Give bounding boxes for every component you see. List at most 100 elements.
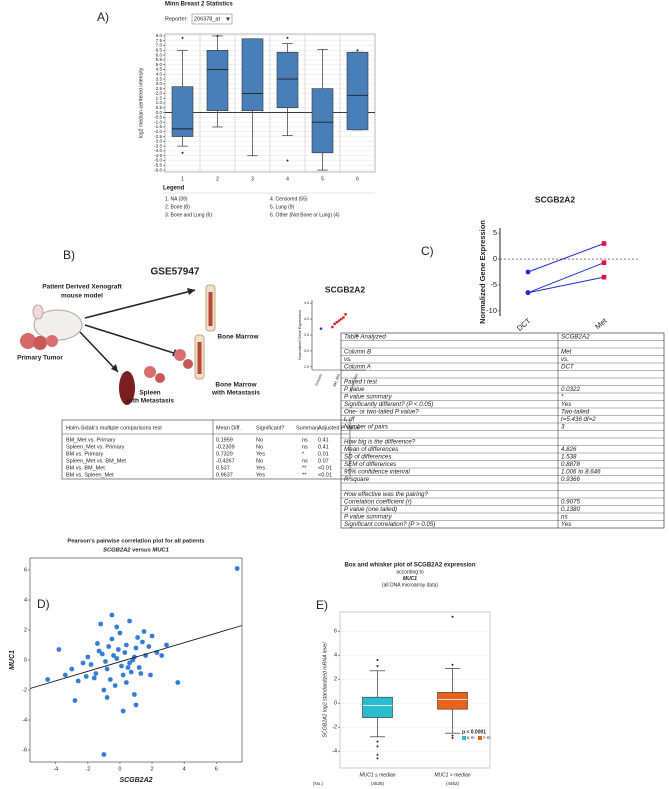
y-tick-label: 4.0 <box>156 71 163 76</box>
point <box>96 648 102 654</box>
point <box>115 647 121 652</box>
table-cell: 0.1380 <box>561 506 580 513</box>
y-tick-label: 5.0 <box>156 62 163 67</box>
point <box>136 665 142 670</box>
pair-line <box>527 243 605 273</box>
diagram-title: GSE57947 <box>151 267 200 278</box>
y-tick-label: 0.0 <box>156 110 163 115</box>
chart-subtitle: MUC1 <box>403 576 417 582</box>
x-tick-label: BM_Met <box>332 373 340 387</box>
point <box>103 659 108 664</box>
y-tick-label: 4 <box>24 597 27 603</box>
point <box>107 677 113 682</box>
y-axis-title: log2 median-centered intensity <box>138 67 144 138</box>
table-cell: vs. <box>561 356 569 363</box>
point <box>148 672 153 678</box>
point <box>128 669 134 675</box>
point <box>333 322 336 326</box>
mouse <box>33 309 83 341</box>
x-tick-label: 6 <box>215 766 218 772</box>
table-cell: -0.4267 <box>216 458 235 464</box>
y-tick-label: -1.0 <box>154 119 162 124</box>
chart-subtitle: SCGB2A2 versus MUC1 <box>103 548 169 554</box>
dropdown[interactable] <box>191 13 233 25</box>
chart-title: Minn Breast 2 Statistics <box>165 2 233 8</box>
y-tick-label: -4.0 <box>154 148 162 153</box>
point <box>56 647 62 652</box>
y-tick-label: -2 <box>332 725 337 731</box>
point <box>69 666 75 672</box>
table-cell: No <box>256 444 263 450</box>
legend-swatch <box>462 736 466 740</box>
table-cell: SD of differences <box>344 453 391 460</box>
count: (4462) <box>446 781 460 786</box>
y-tick-label: -2.0 <box>154 129 162 134</box>
y-tick-label: 0.5 <box>156 105 163 110</box>
table-cell: Significant correlation? (P > 0.05) <box>344 521 435 528</box>
table-cell: 4.826 <box>561 446 577 453</box>
table-cell: ns <box>302 458 308 464</box>
point <box>72 698 78 703</box>
y-tick-label: 1.0 <box>156 100 163 105</box>
table-cell: <0.01 <box>318 472 332 478</box>
diagram-label: Bone Marrow <box>217 334 259 341</box>
table-cell: 0.0322 <box>561 386 580 393</box>
table-cell: 0.1959 <box>216 437 233 443</box>
x-tick-label: MUC1 ≤ median <box>359 772 395 778</box>
point <box>114 656 120 661</box>
box <box>362 696 393 718</box>
y-tick-label: -6.0 <box>154 167 162 172</box>
diagram-label: Primary Tumor <box>17 355 63 362</box>
y-tick-label: 4 <box>334 653 337 659</box>
y-tick-label: 2 <box>334 677 337 683</box>
table-cell: 0.8878 <box>561 461 580 468</box>
table-cell: Number of pairs <box>344 423 388 430</box>
y-tick-label: 4.5 <box>156 67 163 72</box>
point <box>93 671 99 676</box>
table-header: Significant? <box>256 425 284 431</box>
count-label: (No.) <box>313 781 324 786</box>
point <box>125 665 131 670</box>
table-cell: * <box>302 451 305 457</box>
y-tick-label: 2.5 <box>156 86 163 91</box>
outlier <box>376 757 379 760</box>
x-tick-label: 2 <box>151 766 154 772</box>
table-header: Summary <box>296 425 320 431</box>
legend-swatch <box>478 736 482 740</box>
box <box>241 38 264 111</box>
outlier <box>286 159 289 162</box>
x-tick-label: 4 <box>183 766 186 772</box>
diagram-art <box>20 284 216 405</box>
outlier <box>451 734 454 737</box>
y-tick-label: 5 <box>493 228 497 237</box>
table-cell: 0.7329 <box>216 451 233 457</box>
point <box>135 635 141 640</box>
point <box>104 695 110 700</box>
x-tick-label: 5 <box>321 176 324 182</box>
y-tick-label: -2.5 <box>154 134 162 139</box>
point <box>112 683 118 688</box>
outlier <box>451 615 454 618</box>
panel-label: A) <box>97 10 109 24</box>
table-cell: BM vs. Spleen_Met <box>66 472 114 478</box>
point <box>91 675 97 681</box>
point <box>146 644 152 649</box>
y-tick-label: 2 <box>24 627 27 633</box>
marrow <box>208 292 213 326</box>
table-cell: P value summary <box>344 513 392 520</box>
point <box>45 677 51 682</box>
dropdown-value[interactable]: 206378_at <box>194 16 220 22</box>
x-tick-label: -2 <box>85 766 90 772</box>
box <box>171 86 194 137</box>
table-cell: Yes <box>561 521 571 528</box>
point <box>141 629 147 634</box>
legend-item: 5. Lung (9) <box>270 204 295 210</box>
chart-subtitle: (all DNA microarray data) <box>382 582 438 588</box>
point <box>133 702 139 708</box>
point <box>75 678 81 684</box>
tumor <box>183 359 193 369</box>
y-tick-label: 6.5 <box>156 48 163 53</box>
y-tick-label: 6 <box>24 567 27 573</box>
table-cell: Paired t test <box>344 378 377 385</box>
y-tick-label: 5.5 <box>156 57 163 62</box>
